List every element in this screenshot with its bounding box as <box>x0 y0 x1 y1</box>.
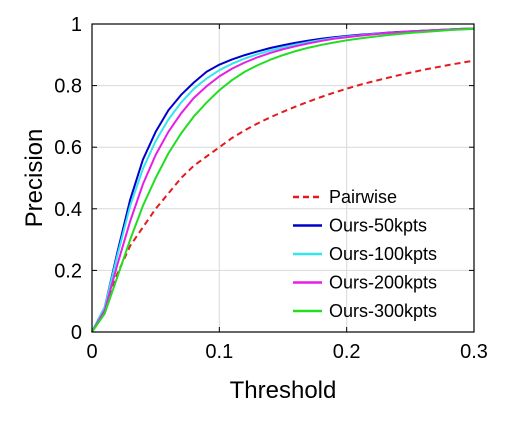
y-tick-label: 0.6 <box>54 137 82 159</box>
x-tick-label: 0.3 <box>460 341 488 363</box>
legend-label: Ours-300kpts <box>329 301 437 321</box>
x-tick-label: 0 <box>86 341 97 363</box>
series-line-ours-300kpts <box>91 27 475 333</box>
legend: Pairwise Ours-50kpts Ours-100kpts Ours-200k… <box>293 187 437 321</box>
legend-label: Ours-50kpts <box>329 216 427 236</box>
legend-label: Ours-100kpts <box>329 244 437 264</box>
y-tick-label: 1 <box>71 14 82 36</box>
legend-label: Ours-200kpts <box>329 273 437 293</box>
plot-area-frame <box>91 23 475 333</box>
series-lines <box>91 27 475 333</box>
y-tick-label: 0.2 <box>54 260 82 282</box>
y-axis-title: Precision <box>21 129 48 228</box>
legend-label: Pairwise <box>329 187 397 207</box>
x-tick-label: 0.2 <box>333 341 361 363</box>
y-tick-label: 0 <box>71 322 82 344</box>
series-line-pairwise <box>91 59 475 333</box>
x-axis-title: Threshold <box>230 377 337 404</box>
axis-ticks: 0 0.1 0.2 0.3 0 0.2 0.4 0.6 0.8 1 <box>54 14 488 363</box>
series-line-ours-200kpts <box>91 27 475 333</box>
y-tick-label: 0.8 <box>54 76 82 98</box>
x-tick-label: 0.1 <box>205 341 233 363</box>
y-tick-label: 0.4 <box>54 199 82 221</box>
